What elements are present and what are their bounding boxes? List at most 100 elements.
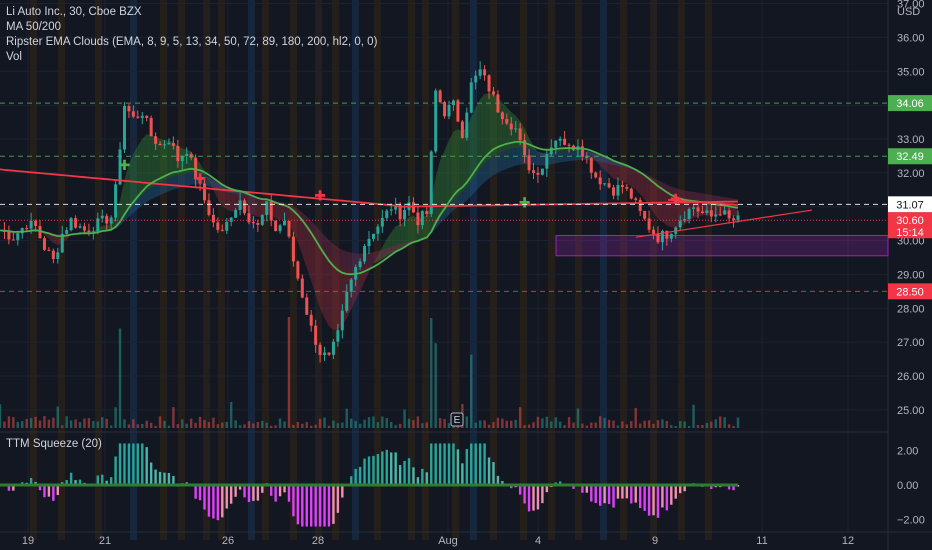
volume-bar: [3, 421, 6, 428]
volume-bar: [701, 425, 704, 428]
volume-bar: [127, 424, 131, 428]
squeeze-bar: [118, 443, 122, 485]
squeeze-bar: [474, 443, 477, 485]
squeeze-bar: [643, 485, 646, 511]
squeeze-bar: [363, 458, 366, 485]
ema-cloud-short: [480, 94, 485, 170]
candle: [82, 226, 86, 231]
squeeze-bar: [358, 466, 362, 485]
ema-cloud-short: [595, 153, 601, 167]
volume-bar: [109, 425, 113, 428]
y-tick-label: 33.00: [897, 134, 925, 146]
indicator-ma[interactable]: MA 50/200: [6, 21, 61, 33]
ema-cloud-short: [613, 160, 618, 181]
ema-cloud-mid: [186, 172, 192, 186]
indicator-ema-clouds[interactable]: Ripster EMA Clouds (EMA, 8, 9, 5, 13, 34…: [6, 36, 378, 48]
candle: [171, 143, 175, 146]
trend-lines[interactable]: [635, 199, 813, 238]
ema-cloud-mid: [208, 177, 214, 188]
volume-bar: [541, 418, 544, 428]
ema-cloud-mid: [689, 191, 694, 199]
ema-cloud-mid: [337, 247, 343, 267]
candle: [327, 352, 331, 355]
squeeze-bar: [536, 485, 540, 510]
ema-cloud-short: [280, 202, 285, 221]
ema-cloud-short: [693, 198, 698, 218]
candle: [11, 239, 15, 241]
squeeze-bar: [594, 485, 597, 504]
squeeze-bar: [425, 472, 428, 485]
candle: [42, 238, 46, 250]
ema-cloud-mid: [702, 193, 707, 201]
candle: [394, 204, 398, 210]
ema-cloud-mid: [333, 244, 338, 264]
ttm-squeeze-legend[interactable]: TTM Squeeze (20): [6, 438, 102, 450]
volume-bar: [212, 417, 215, 428]
time-axis[interactable]: 19 21 26 28 Aug 4 9 11 12 E: [22, 412, 854, 547]
resistance-trendline[interactable]: [667, 199, 739, 206]
squeeze-bar: [149, 462, 153, 485]
indicator-vol[interactable]: Vol: [6, 51, 22, 63]
volume-bar: [683, 421, 686, 428]
price-level-tag-bg: [888, 148, 932, 165]
squeeze-bar: [114, 456, 117, 485]
candle: [500, 112, 504, 120]
candle: [447, 105, 451, 117]
ema-cloud-short: [586, 151, 592, 157]
candle: [127, 106, 131, 112]
price-axis[interactable]: USD37.0036.0035.0034.0033.0032.0031.0030…: [897, 0, 925, 527]
squeeze-bar: [376, 454, 380, 485]
candle: [136, 116, 140, 118]
volume-bar: [581, 423, 584, 428]
support-trendline[interactable]: [635, 209, 813, 238]
ma-cross-marker: ✚: [119, 158, 131, 174]
x-tick-label: Aug: [438, 535, 458, 547]
currency-label[interactable]: USD: [897, 6, 920, 18]
squeeze-bar: [283, 485, 286, 493]
squeeze-bar: [278, 485, 282, 497]
candle: [318, 344, 322, 356]
ema-cloud-mid: [497, 151, 503, 173]
symbol-title[interactable]: Li Auto Inc., 30, Cboe BZX: [6, 6, 142, 18]
squeeze-bar: [247, 485, 251, 503]
candle: [478, 69, 482, 76]
squeeze-bar: [101, 474, 104, 485]
squeeze-bar: [34, 481, 37, 485]
ema-cloud-mid: [480, 164, 485, 187]
ema-cloud-mid: [653, 177, 658, 184]
volume-bar: [350, 418, 353, 428]
session-stripe: [178, 0, 185, 540]
squeeze-bar: [607, 485, 611, 505]
candle: [162, 144, 166, 146]
session-stripe: [160, 0, 167, 540]
squeeze-bar: [541, 485, 544, 504]
session-stripe: [203, 0, 210, 540]
ema-cloud-short: [457, 129, 463, 196]
ema-cloud-short: [364, 265, 369, 282]
ema-cloud-mid: [306, 216, 312, 230]
squeeze-bar: [407, 458, 411, 485]
volume-bar: [123, 419, 126, 428]
ema-cloud-mid: [457, 192, 463, 207]
squeeze-bar: [456, 449, 460, 485]
squeeze-bar: [585, 485, 589, 493]
ema-cloud-mid: [493, 153, 498, 176]
volume-bar: [412, 420, 415, 428]
candle: [367, 238, 371, 247]
squeeze-tick-label: 2.00: [897, 445, 918, 457]
candle: [443, 102, 447, 117]
squeeze-bar: [625, 485, 629, 499]
squeeze-bar: [510, 485, 513, 489]
candle: [87, 230, 91, 232]
ema-cloud-mid: [649, 175, 654, 181]
earnings-event-marker[interactable]: [450, 412, 464, 427]
ema-cloud-short: [120, 179, 125, 223]
ma-cross-marker: ✚: [519, 195, 531, 211]
volume-bar: [252, 423, 255, 428]
candle: [687, 208, 691, 220]
ema-cloud-mid: [213, 179, 218, 190]
candle: [29, 220, 33, 229]
ema-cloud-mid: [320, 230, 325, 249]
candle: [718, 214, 722, 216]
